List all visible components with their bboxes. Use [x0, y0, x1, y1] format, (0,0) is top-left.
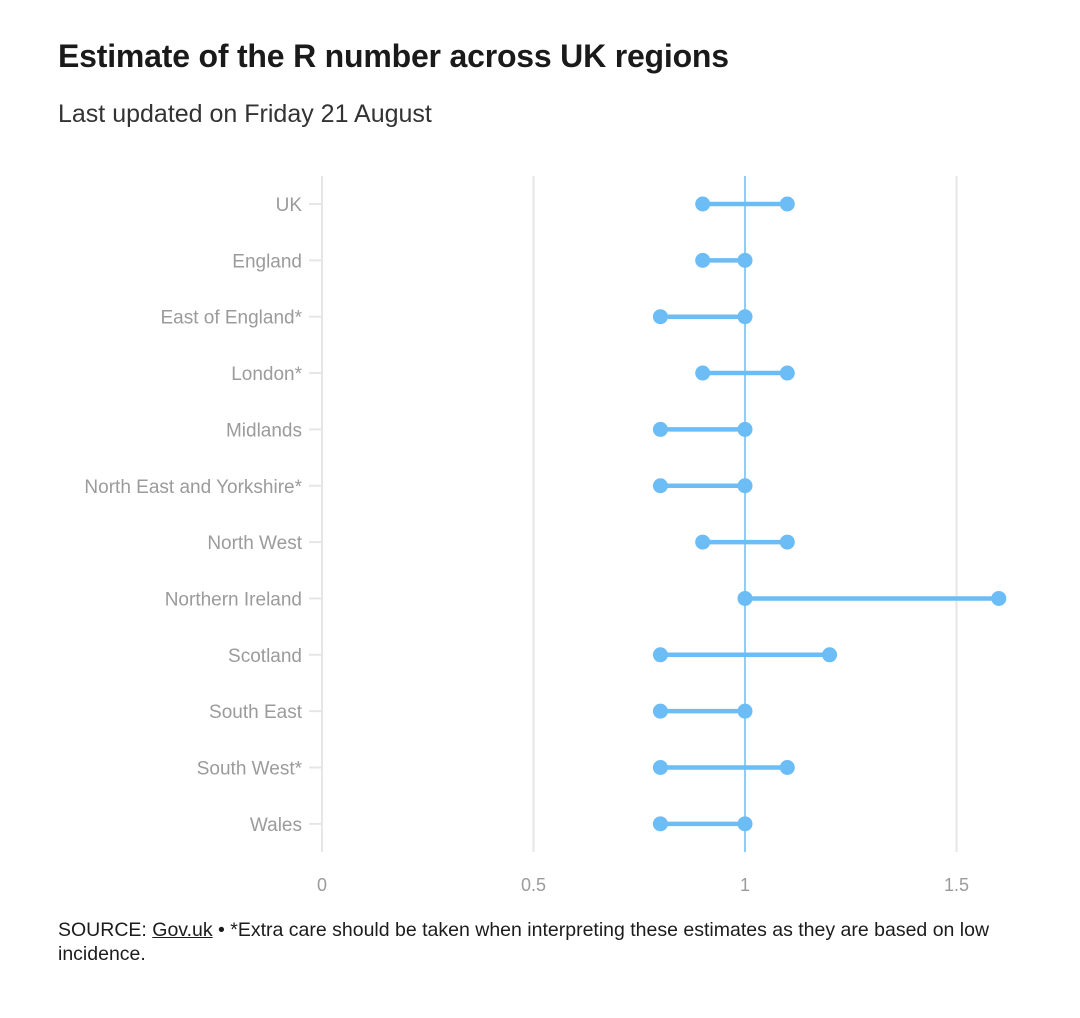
category-label: Midlands: [226, 420, 302, 441]
lower-estimate-dot: [695, 534, 711, 550]
lower-estimate-dot: [652, 309, 668, 325]
chart-subtitle: Last updated on Friday 21 August: [58, 100, 432, 128]
upper-estimate-dot: [779, 760, 795, 775]
upper-estimate-dot: [779, 196, 795, 212]
grid-layer: [321, 176, 958, 852]
x-tick-label: 1: [740, 875, 750, 895]
lower-estimate-dot: [652, 421, 668, 437]
lower-estimate-dot: [652, 478, 668, 494]
category-label: UK: [276, 195, 303, 216]
category-label: Wales: [250, 815, 302, 836]
r-number-chart: UK England East of England* London* Midlands…: [84, 176, 1007, 895]
category-label: South West*: [197, 759, 303, 780]
upper-estimate-dot: [737, 421, 753, 437]
lower-estimate-dot: [695, 365, 711, 381]
lower-estimate-dot: [652, 703, 668, 719]
upper-estimate-dot: [779, 534, 795, 550]
source-prefix: SOURCE:: [58, 919, 147, 941]
chart-title: Estimate of the R number across UK regio…: [58, 38, 729, 74]
footer-note: *Extra care should be taken when interpr…: [58, 919, 990, 965]
category-label: East of England*: [160, 308, 302, 329]
upper-estimate-dot: [737, 703, 753, 719]
category-label: Scotland: [228, 646, 302, 667]
source-link[interactable]: Gov.uk: [152, 919, 213, 941]
upper-estimate-dot: [737, 816, 753, 832]
category-label: England: [232, 251, 302, 272]
x-axis-tick-layer: 0 0.5 1 1.5: [317, 875, 969, 895]
category-label: London*: [231, 364, 302, 385]
category-label: South East: [209, 702, 303, 723]
x-tick-label: 1.5: [944, 875, 969, 895]
lower-estimate-dot: [695, 252, 711, 268]
lower-estimate-dot: [652, 760, 668, 775]
upper-estimate-dot: [822, 647, 838, 663]
category-label: Northern Ireland: [165, 589, 302, 610]
lower-estimate-dot: [737, 590, 753, 606]
chart-footer: SOURCE: Gov.uk • *Extra care should be t…: [58, 918, 1048, 966]
category-label: North West: [207, 533, 302, 554]
footer-separator: •: [218, 919, 225, 941]
lower-estimate-dot: [652, 647, 668, 663]
lower-estimate-dot: [695, 196, 711, 212]
lower-estimate-dot: [652, 816, 668, 832]
x-tick-label: 0: [317, 875, 327, 895]
upper-estimate-dot: [737, 478, 753, 494]
upper-estimate-dot: [737, 309, 753, 325]
upper-estimate-dot: [737, 252, 753, 268]
category-label-layer: UK England East of England* London* Midlands…: [84, 195, 321, 836]
upper-estimate-dot: [779, 365, 795, 381]
x-tick-label: 0.5: [521, 875, 546, 895]
category-label: North East and Yorkshire*: [84, 477, 302, 498]
dumbbell-layer: [652, 196, 1007, 832]
upper-estimate-dot: [991, 590, 1007, 606]
